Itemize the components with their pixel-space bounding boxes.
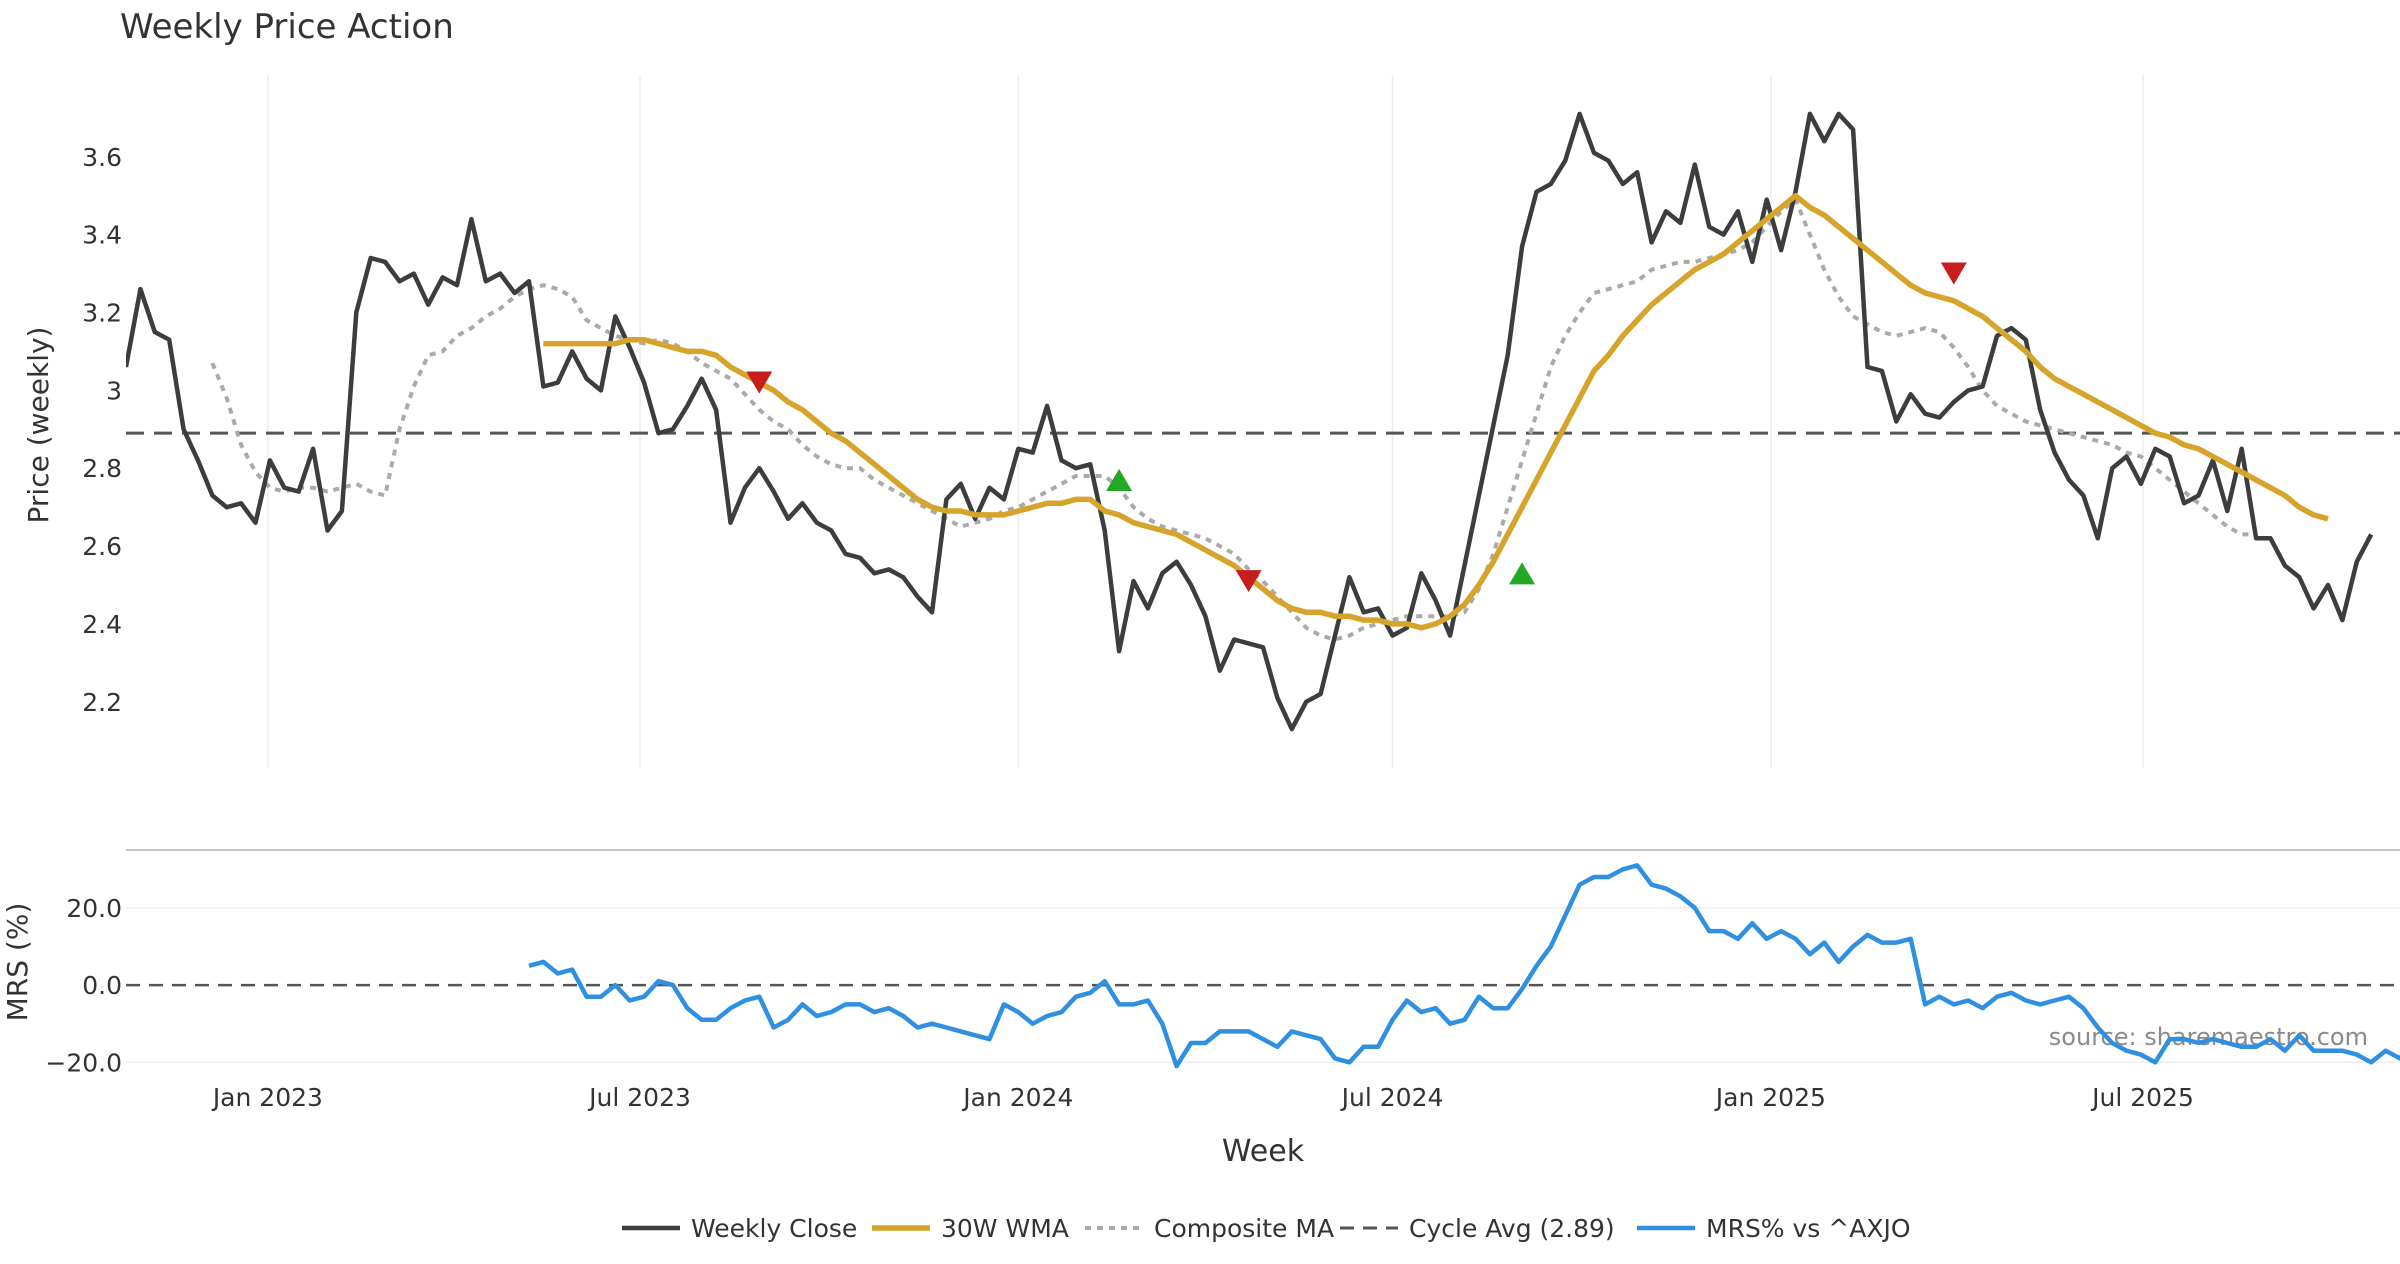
mrs-y-tick-label: 20.0 — [66, 894, 122, 923]
source-note: source: sharemaestro.com — [2049, 1023, 2368, 1051]
sell-signal-marker — [1235, 570, 1262, 593]
x-tick-label: Jan 2023 — [211, 1083, 323, 1112]
legend-weekly-close: Weekly Close — [622, 1214, 857, 1243]
price-y-tick-label: 2.8 — [82, 454, 122, 483]
x-tick-label: Jan 2024 — [961, 1083, 1073, 1112]
legend-mrs-label: MRS% vs ^AXJO — [1706, 1214, 1911, 1243]
x-tick-label: Jul 2023 — [587, 1083, 691, 1112]
price-y-tick-label: 2.4 — [82, 610, 122, 639]
mrs-y-tick-label: −20.0 — [45, 1048, 122, 1077]
legend-mrs: MRS% vs ^AXJO — [1637, 1214, 1911, 1243]
series-30w-wma — [543, 192, 2329, 631]
x-tick-label: Jan 2025 — [1714, 1083, 1826, 1112]
price-y-tick-label: 3.6 — [82, 143, 122, 172]
y-axis-label-mrs: MRS (%) — [1, 903, 34, 1022]
price-y-tick-label: 3.4 — [82, 221, 122, 250]
legend-cycle-avg-label: Cycle Avg (2.89) — [1409, 1214, 1615, 1243]
series-composite-ma — [210, 197, 2257, 642]
sell-signal-marker — [746, 371, 773, 394]
legend-30w-wma: 30W WMA — [872, 1214, 1069, 1243]
series-mrs — [528, 863, 2400, 1069]
x-axis-label: Week — [1222, 1134, 1305, 1169]
x-tick-label: Jul 2025 — [2090, 1083, 2194, 1112]
y-axis-label-price: Price (weekly) — [22, 327, 55, 524]
price-y-tick-label: 2.6 — [82, 532, 122, 561]
sell-signal-marker — [1940, 262, 1967, 285]
price-y-tick-label: 2.2 — [82, 688, 122, 717]
legend-composite-ma-label: Composite MA — [1154, 1214, 1334, 1243]
buy-signal-marker — [1509, 562, 1536, 585]
buy-signal-marker — [1106, 468, 1133, 491]
price-y-tick-label: 3 — [106, 376, 122, 405]
series-weekly-close — [126, 111, 2374, 732]
legend-weekly-close-label: Weekly Close — [691, 1214, 857, 1243]
mrs-y-tick-label: 0.0 — [82, 971, 122, 1000]
legend-30w-wma-label: 30W WMA — [941, 1214, 1069, 1243]
legend-composite-ma: Composite MA — [1085, 1214, 1334, 1243]
legend-cycle-avg: Cycle Avg (2.89) — [1340, 1214, 1615, 1243]
price-y-tick-label: 3.2 — [82, 298, 122, 327]
chart-title: Weekly Price Action — [120, 7, 454, 47]
x-tick-label: Jul 2024 — [1340, 1083, 1444, 1112]
